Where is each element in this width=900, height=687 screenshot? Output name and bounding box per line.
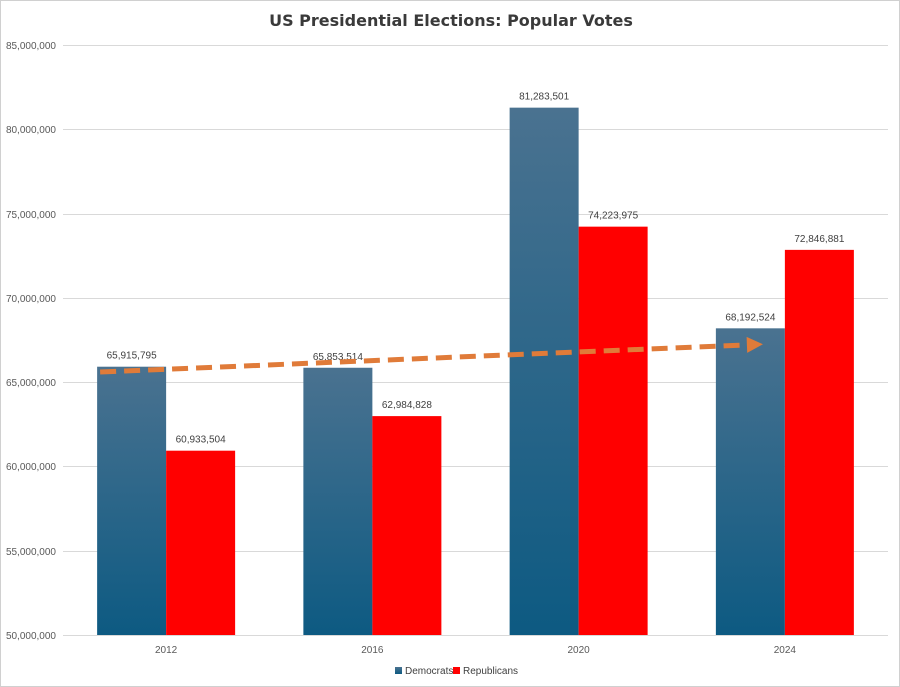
data-label-republicans: 62,984,828 <box>382 400 432 411</box>
bar-democrats <box>715 328 785 635</box>
x-tick-label: 2020 <box>568 645 591 656</box>
y-tick-label: 55,000,000 <box>6 547 56 558</box>
bar-democrats <box>509 107 579 636</box>
y-tick-label: 70,000,000 <box>6 294 56 305</box>
data-labels: 65,915,795 60,933,504 65,853,514 62,984,828… <box>107 92 845 446</box>
x-tick-label: 2012 <box>155 645 178 656</box>
y-tick-label: 50,000,000 <box>6 631 56 642</box>
data-label-democrats: 68,192,524 <box>725 312 775 323</box>
trend-line <box>100 342 747 375</box>
data-label-republicans: 72,846,881 <box>794 234 844 245</box>
y-tick-label: 65,000,000 <box>6 378 56 389</box>
data-label-democrats: 65,853,514 <box>313 352 363 363</box>
trend-annotation <box>100 336 763 375</box>
bar-republicans <box>578 226 648 635</box>
bar-democrats <box>97 366 167 635</box>
bar-republicans <box>372 416 442 635</box>
trend-arrowhead <box>746 336 763 353</box>
legend-label-republicans: Republicans <box>463 666 518 677</box>
bar-republicans <box>166 450 236 635</box>
data-label-republicans: 60,933,504 <box>176 435 226 446</box>
y-axis-tick-labels: 50,000,000 55,000,000 60,000,000 65,000,000… <box>6 41 56 642</box>
y-tick-label: 75,000,000 <box>6 210 56 221</box>
legend-label-democrats: Democrats <box>405 666 453 677</box>
data-label-democrats: 65,915,795 <box>107 351 157 362</box>
x-tick-label: 2016 <box>361 645 384 656</box>
x-tick-label: 2024 <box>774 645 797 656</box>
bar-republicans <box>784 249 854 635</box>
legend-swatch-democrats <box>395 667 402 674</box>
legend: Democrats Republicans <box>395 666 518 677</box>
data-label-republicans: 74,223,975 <box>588 211 638 222</box>
bar-democrats <box>303 367 373 635</box>
x-axis-tick-labels: 2012 2016 2020 2024 <box>155 645 796 656</box>
bars <box>97 107 854 636</box>
y-tick-label: 60,000,000 <box>6 462 56 473</box>
y-tick-label: 80,000,000 <box>6 125 56 136</box>
y-tick-label: 85,000,000 <box>6 41 56 52</box>
chart-title: US Presidential Elections: Popular Votes <box>269 11 633 30</box>
data-label-democrats: 81,283,501 <box>519 92 569 103</box>
legend-swatch-republicans <box>453 667 460 674</box>
